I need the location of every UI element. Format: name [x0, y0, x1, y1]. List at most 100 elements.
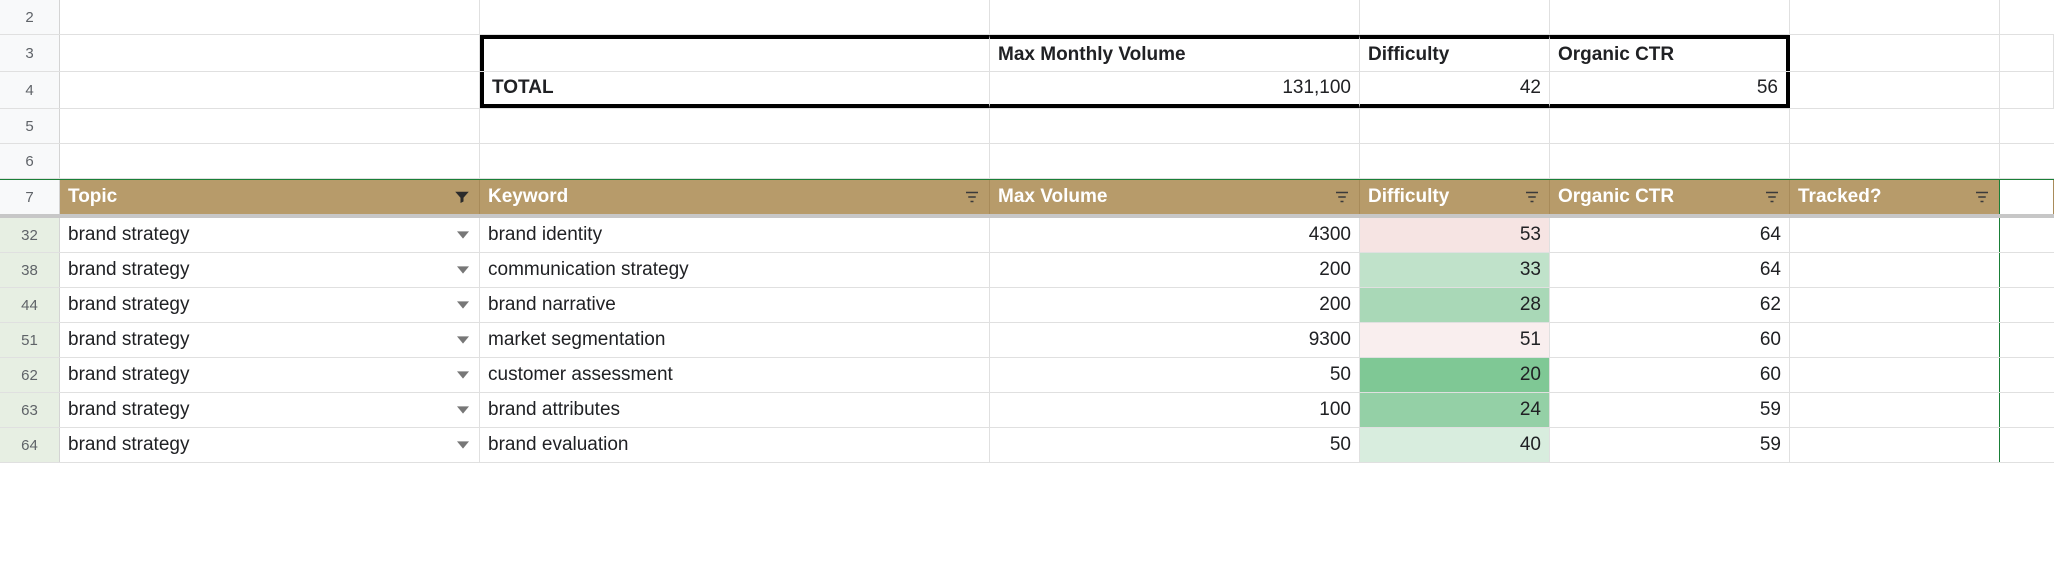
row-header-6[interactable]: 6 — [0, 144, 60, 178]
cell[interactable] — [1550, 144, 1790, 178]
dropdown-caret-icon[interactable] — [457, 229, 469, 241]
col-header-difficulty[interactable]: Difficulty — [1360, 180, 1550, 214]
row-header[interactable]: 63 — [0, 393, 60, 427]
row-header[interactable]: 44 — [0, 288, 60, 322]
cell-topic[interactable]: brand strategy — [60, 253, 480, 287]
summary-difficulty-label[interactable]: Difficulty — [1360, 35, 1550, 71]
cell-difficulty[interactable]: 40 — [1360, 428, 1550, 462]
cell[interactable] — [1550, 0, 1790, 34]
cell-maxvol[interactable]: 100 — [990, 393, 1360, 427]
cell-maxvol[interactable]: 4300 — [990, 218, 1360, 252]
cell-topic[interactable]: brand strategy — [60, 288, 480, 322]
cell[interactable] — [2000, 358, 2054, 392]
cell-keyword[interactable]: market segmentation — [480, 323, 990, 357]
cell-tracked[interactable] — [1790, 218, 2000, 252]
cell[interactable] — [1790, 144, 2000, 178]
summary-ctr-label[interactable]: Organic CTR — [1550, 35, 1790, 71]
summary-total-ctr[interactable]: 56 — [1550, 72, 1790, 108]
cell-difficulty[interactable]: 20 — [1360, 358, 1550, 392]
cell-ctr[interactable]: 64 — [1550, 253, 1790, 287]
dropdown-caret-icon[interactable] — [457, 404, 469, 416]
cell-topic[interactable]: brand strategy — [60, 428, 480, 462]
summary-total-label[interactable]: TOTAL — [480, 72, 990, 108]
filter-icon[interactable] — [1973, 188, 1991, 206]
cell-difficulty[interactable]: 53 — [1360, 218, 1550, 252]
cell[interactable] — [2000, 180, 2054, 214]
cell[interactable] — [990, 0, 1360, 34]
cell[interactable] — [1360, 144, 1550, 178]
cell-tracked[interactable] — [1790, 393, 2000, 427]
cell-difficulty[interactable]: 33 — [1360, 253, 1550, 287]
cell-tracked[interactable] — [1790, 253, 2000, 287]
cell[interactable] — [480, 109, 990, 143]
row-header[interactable]: 64 — [0, 428, 60, 462]
cell[interactable] — [480, 144, 990, 178]
cell-maxvol[interactable]: 9300 — [990, 323, 1360, 357]
cell[interactable] — [2000, 0, 2054, 34]
cell-keyword[interactable]: brand evaluation — [480, 428, 990, 462]
row-header-4[interactable]: 4 — [0, 72, 60, 108]
cell[interactable] — [2000, 428, 2054, 462]
dropdown-caret-icon[interactable] — [457, 439, 469, 451]
col-header-ctr[interactable]: Organic CTR — [1550, 180, 1790, 214]
col-header-tracked[interactable]: Tracked? — [1790, 180, 2000, 214]
cell-topic[interactable]: brand strategy — [60, 358, 480, 392]
cell[interactable] — [990, 144, 1360, 178]
cell-keyword[interactable]: communication strategy — [480, 253, 990, 287]
cell[interactable] — [60, 109, 480, 143]
row-header[interactable]: 51 — [0, 323, 60, 357]
summary-max-vol-label[interactable]: Max Monthly Volume — [990, 35, 1360, 71]
filter-icon[interactable] — [1763, 188, 1781, 206]
cell-topic[interactable]: brand strategy — [60, 323, 480, 357]
row-header[interactable]: 62 — [0, 358, 60, 392]
cell[interactable] — [2000, 253, 2054, 287]
cell-tracked[interactable] — [1790, 428, 2000, 462]
row-header[interactable]: 38 — [0, 253, 60, 287]
cell[interactable] — [2000, 288, 2054, 322]
dropdown-caret-icon[interactable] — [457, 334, 469, 346]
row-header-5[interactable]: 5 — [0, 109, 60, 143]
summary-total-difficulty[interactable]: 42 — [1360, 72, 1550, 108]
cell-difficulty[interactable]: 28 — [1360, 288, 1550, 322]
dropdown-caret-icon[interactable] — [457, 264, 469, 276]
cell-ctr[interactable]: 62 — [1550, 288, 1790, 322]
cell-keyword[interactable]: brand identity — [480, 218, 990, 252]
col-header-maxvol[interactable]: Max Volume — [990, 180, 1360, 214]
cell-keyword[interactable]: customer assessment — [480, 358, 990, 392]
cell[interactable] — [2000, 323, 2054, 357]
cell[interactable] — [60, 72, 480, 108]
cell-keyword[interactable]: brand attributes — [480, 393, 990, 427]
cell[interactable] — [1790, 72, 2000, 108]
summary-total-maxvol[interactable]: 131,100 — [990, 72, 1360, 108]
col-header-keyword[interactable]: Keyword — [480, 180, 990, 214]
cell-maxvol[interactable]: 200 — [990, 288, 1360, 322]
cell[interactable] — [990, 109, 1360, 143]
cell[interactable] — [2000, 393, 2054, 427]
cell[interactable] — [2000, 144, 2054, 178]
col-header-topic[interactable]: Topic — [60, 180, 480, 214]
cell-difficulty[interactable]: 51 — [1360, 323, 1550, 357]
cell-maxvol[interactable]: 50 — [990, 428, 1360, 462]
cell-ctr[interactable]: 60 — [1550, 323, 1790, 357]
row-header-7[interactable]: 7 — [0, 180, 60, 214]
cell[interactable] — [480, 35, 990, 71]
cell-ctr[interactable]: 59 — [1550, 428, 1790, 462]
filter-icon[interactable] — [963, 188, 981, 206]
cell[interactable] — [60, 144, 480, 178]
cell[interactable] — [1360, 0, 1550, 34]
cell[interactable] — [1790, 35, 2000, 71]
cell-ctr[interactable]: 60 — [1550, 358, 1790, 392]
cell[interactable] — [60, 35, 480, 71]
cell-tracked[interactable] — [1790, 323, 2000, 357]
dropdown-caret-icon[interactable] — [457, 299, 469, 311]
filter-funnel-icon[interactable] — [453, 188, 471, 206]
cell[interactable] — [2000, 72, 2054, 108]
cell-ctr[interactable]: 59 — [1550, 393, 1790, 427]
filter-icon[interactable] — [1523, 188, 1541, 206]
filter-icon[interactable] — [1333, 188, 1351, 206]
cell-difficulty[interactable]: 24 — [1360, 393, 1550, 427]
cell-keyword[interactable]: brand narrative — [480, 288, 990, 322]
cell-tracked[interactable] — [1790, 358, 2000, 392]
cell[interactable] — [2000, 35, 2054, 71]
cell[interactable] — [1360, 109, 1550, 143]
